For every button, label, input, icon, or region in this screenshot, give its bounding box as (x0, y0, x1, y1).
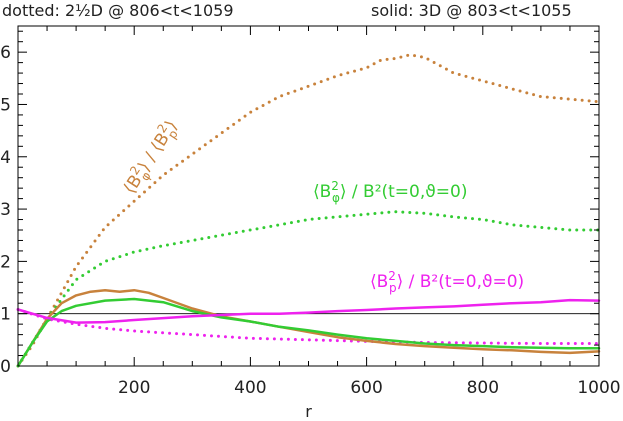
header-right-text: solid: 3D @ 803<t<1055 (371, 1, 572, 20)
x-axis-label: r (305, 402, 312, 421)
annotation-magenta-rest: ⟩ / B²(t=0,ϑ=0) (397, 272, 525, 292)
x-tick-label: 600 (350, 378, 382, 398)
tick-labels: 200 400 600 800 1000 0 1 2 3 4 5 6 (0, 43, 620, 398)
annotation-magenta-exp: 2 (388, 269, 396, 283)
annotation-magenta: ⟨B2 p⟩ / B²(t=0,ϑ=0) (370, 269, 524, 295)
y-tick-label: 3 (0, 200, 11, 220)
header-left-text: dotted: 2½D @ 806<t<1059 (2, 1, 234, 20)
series-line-green-solid (16, 297, 601, 368)
annotation-green-open: ⟨B (313, 182, 331, 202)
series-line-magenta-dotted (16, 308, 601, 345)
axis-ticks (17, 26, 600, 367)
x-tick-label: 800 (467, 378, 499, 398)
series-line-magenta-solid (16, 298, 601, 324)
annotation-green-exp: 2 (331, 179, 339, 193)
x-tick-label: 400 (234, 378, 266, 398)
y-tick-label: 6 (0, 43, 11, 63)
y-tick-label: 2 (0, 252, 11, 272)
annotation-magenta-sub: p (389, 281, 397, 295)
x-tick-label: 200 (118, 378, 150, 398)
x-tick-label: 1000 (577, 378, 620, 398)
y-tick-label: 5 (0, 95, 11, 115)
annotation-green-rest: ⟩ / B²(t=0,ϑ=0) (340, 182, 468, 202)
plot-frame (17, 25, 600, 367)
y-tick-label: 1 (0, 305, 11, 325)
annotation-green-sub: φ (332, 191, 340, 205)
series-layer (16, 53, 601, 368)
y-tick-label: 0 (0, 357, 11, 377)
annotation-green: ⟨B2 φ⟩ / B²(t=0,ϑ=0) (313, 179, 467, 205)
annotation-magenta-open: ⟨B (370, 272, 388, 292)
y-tick-label: 4 (0, 148, 11, 168)
series-line-ratio-dotted (16, 53, 601, 368)
